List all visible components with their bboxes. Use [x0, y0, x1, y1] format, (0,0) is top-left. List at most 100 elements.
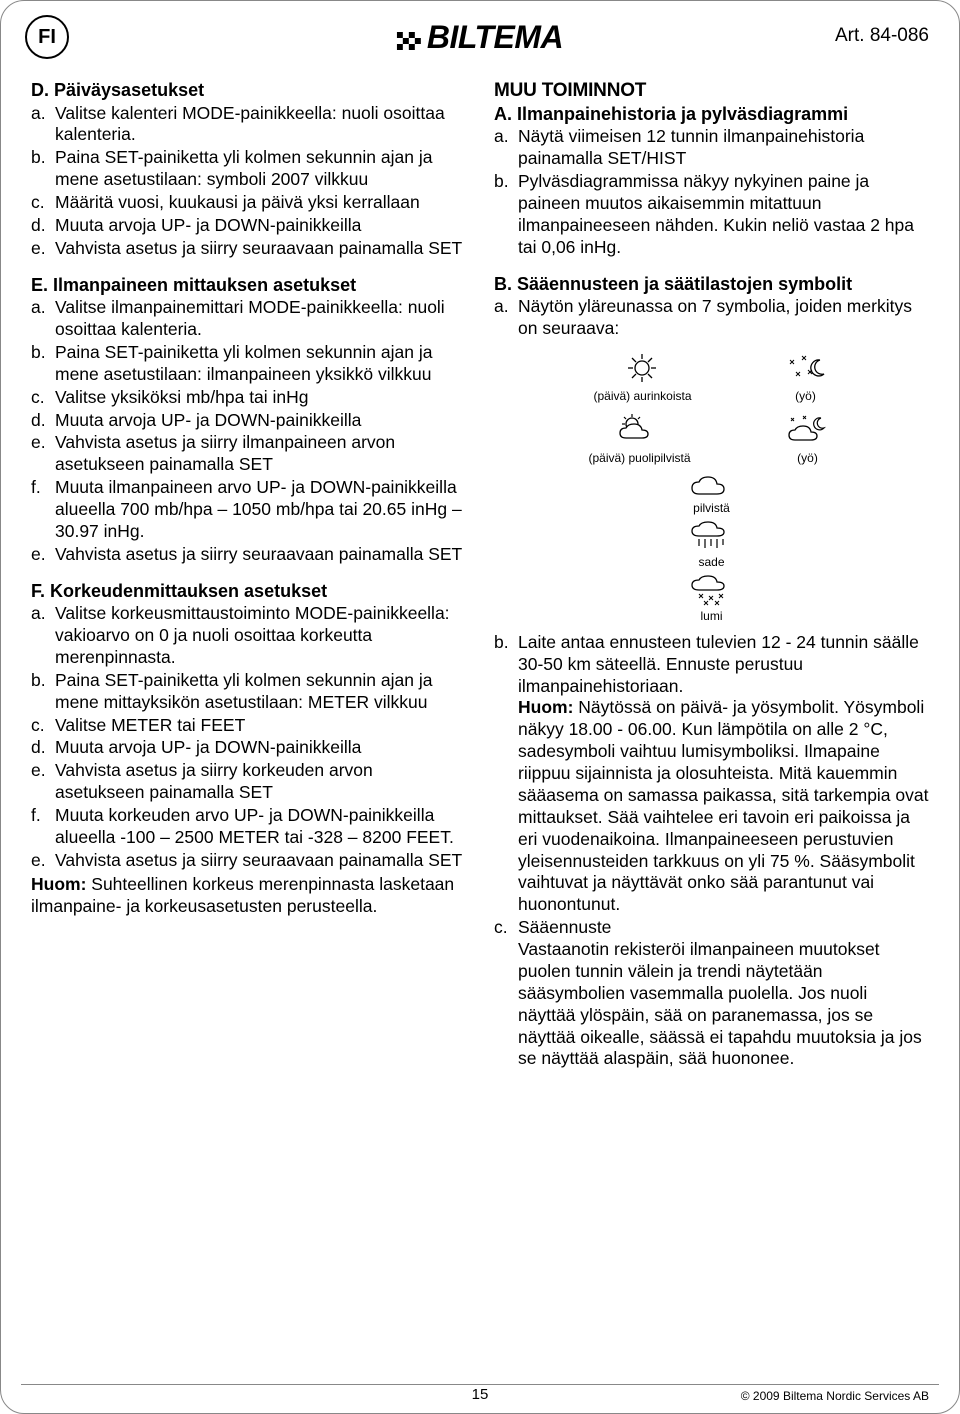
- list-item: d. Muuta arvoja UP- ja DOWN-painikkeilla: [31, 410, 466, 432]
- brand-text: BILTEMA: [427, 19, 563, 55]
- symbol-partly-cloudy: (päivä) puolipilvistä: [588, 412, 690, 466]
- section-a-title: A. Ilmanpainehistoria ja pylväsdiagrammi: [494, 103, 929, 126]
- list-marker: e.: [31, 432, 46, 454]
- list-item: e. Vahvista asetus ja siirry ilmanpaineen…: [31, 432, 466, 476]
- section-b-list-cont: b. Laite antaa ennusteen tulevien 12 - 2…: [494, 632, 929, 1071]
- symbol-label: (yö): [797, 451, 818, 465]
- section-f-list: a.Valitse korkeusmittaustoiminto MODE-pa…: [31, 603, 466, 872]
- list-text: Valitse METER tai FEET: [55, 715, 245, 735]
- symbol-cloudy: pilvistä: [494, 474, 929, 516]
- list-item: a.Näytön yläreunassa on 7 symbolia, joid…: [494, 296, 929, 340]
- list-marker: c.: [494, 917, 508, 939]
- cloud-icon: [685, 474, 739, 500]
- list-marker: b.: [31, 147, 46, 169]
- symbol-night: (yö): [782, 350, 830, 404]
- right-heading: MUU TOIMINNOT: [494, 79, 929, 103]
- list-text: Valitse kalenteri MODE-painikkeella: nuo…: [55, 103, 445, 145]
- symbol-label: (yö): [795, 389, 816, 403]
- list-text: Laite antaa ennusteen tulevien 12 - 24 t…: [518, 632, 919, 696]
- list-text: Muuta arvoja UP- ja DOWN-painikkeilla: [55, 737, 361, 757]
- list-marker: b.: [31, 670, 46, 692]
- list-marker: a.: [31, 103, 46, 125]
- note-label: Huom:: [31, 874, 86, 894]
- list-marker: e.: [31, 850, 46, 872]
- list-text: Muuta korkeuden arvo UP- ja DOWN-painikk…: [55, 805, 454, 847]
- list-item: e. Vahvista asetus ja siirry seuraavaan p…: [31, 850, 466, 872]
- list-marker: c.: [31, 715, 45, 737]
- brand-checker-icon: [397, 21, 423, 58]
- symbol-label: lumi: [700, 609, 722, 623]
- list-marker: c.: [31, 387, 45, 409]
- list-text: Paina SET-painiketta yli kolmen sekunnin…: [55, 670, 432, 712]
- section-f-title: F. Korkeudenmittauksen asetukset: [31, 580, 466, 603]
- list-text: Paina SET-painiketta yli kolmen sekunnin…: [55, 342, 432, 384]
- list-text: Näytön yläreunassa on 7 symbolia, joiden…: [518, 296, 912, 338]
- brand-logo: BILTEMA: [397, 19, 563, 58]
- list-item: b. Paina SET-painiketta yli kolmen sekunn…: [31, 670, 466, 714]
- snow-icon: [685, 574, 739, 608]
- symbol-row: (päivä) puolipilvistä (yö): [494, 412, 929, 466]
- list-text: Paina SET-painiketta yli kolmen sekunnin…: [55, 147, 432, 189]
- list-item: b. Laite antaa ennusteen tulevien 12 - 2…: [494, 632, 929, 916]
- symbol-label: pilvistä: [693, 501, 730, 515]
- list-item: b. Paina SET-painiketta yli kolmen sekunn…: [31, 342, 466, 386]
- language-code: FI: [38, 26, 56, 49]
- list-item: c. Valitse METER tai FEET: [31, 715, 466, 737]
- section-f-note: Huom: Suhteellinen korkeus merenpinnasta…: [31, 874, 466, 918]
- section-b-list: a.Näytön yläreunassa on 7 symbolia, joid…: [494, 296, 929, 340]
- section-a-list: a. Näytä viimeisen 12 tunnin ilmanpainehi…: [494, 126, 929, 258]
- moon-cloud-icon: [781, 412, 835, 448]
- list-marker: a.: [31, 297, 46, 319]
- article-number: Art. 84-086: [835, 25, 929, 47]
- list-item: d.Muuta arvoja UP- ja DOWN-painikkeilla: [31, 215, 466, 237]
- symbol-label: (päivä) puolipilvistä: [588, 451, 690, 465]
- list-item: c. Sääennuste Vastaanotin rekisteröi ilm…: [494, 917, 929, 1070]
- list-item: c. Määritä vuosi, kuukausi ja päivä yksi …: [31, 192, 466, 214]
- list-marker: d.: [31, 410, 46, 432]
- list-marker: c.: [31, 192, 45, 214]
- list-marker: d.: [31, 215, 46, 237]
- list-marker: f.: [31, 477, 41, 499]
- list-item: f.Muuta ilmanpaineen arvo UP- ja DOWN-pa…: [31, 477, 466, 543]
- list-text: Näytä viimeisen 12 tunnin ilmanpainehist…: [518, 126, 864, 168]
- note-label: Huom:: [518, 697, 573, 717]
- section-e-title: E. Ilmanpaineen mittauksen asetukset: [31, 274, 466, 297]
- list-marker: d.: [31, 737, 46, 759]
- moon-stars-icon: [782, 350, 830, 386]
- list-text: Vahvista asetus ja siirry seuraavaan pai…: [55, 850, 462, 870]
- list-text: Vahvista asetus ja siirry korkeuden arvo…: [55, 760, 373, 802]
- list-text: Vahvista asetus ja siirry seuraavaan pai…: [55, 544, 462, 564]
- section-e-list: a.Valitse ilmanpainemittari MODE-painikk…: [31, 297, 466, 566]
- note-text: Näytössä on päivä- ja yösymbolit. Yösymb…: [518, 697, 928, 914]
- list-text: Vahvista asetus ja siirry ilmanpaineen a…: [55, 432, 395, 474]
- list-text-cont: Vastaanotin rekisteröi ilmanpaineen muut…: [518, 939, 922, 1068]
- list-item: b. Paina SET-painiketta yli kolmen sekunn…: [31, 147, 466, 191]
- section-b-title: B. Sääennusteen ja säätilastojen symboli…: [494, 273, 929, 296]
- rain-icon: [685, 520, 739, 554]
- manual-page: FI BILTEMA Art. 84-086 D. Päiväysasetuks…: [0, 0, 960, 1414]
- symbol-label: sade: [698, 555, 724, 569]
- list-item: c.Valitse yksiköksi mb/hpa tai inHg: [31, 387, 466, 409]
- copyright: © 2009 Biltema Nordic Services AB: [741, 1389, 929, 1403]
- list-item: f.Muuta korkeuden arvo UP- ja DOWN-paini…: [31, 805, 466, 849]
- symbol-sunny: (päivä) aurinkoista: [593, 350, 691, 404]
- symbol-row: (päivä) aurinkoista (yö): [494, 350, 929, 404]
- symbol-night-cloudy: (yö): [781, 412, 835, 466]
- list-item: e.Vahvista asetus ja siirry seuraavaan p…: [31, 238, 466, 260]
- list-item: d. Muuta arvoja UP- ja DOWN-painikkeilla: [31, 737, 466, 759]
- content-columns: D. Päiväysasetukset a.Valitse kalenteri …: [31, 79, 929, 1071]
- list-marker: b.: [31, 342, 46, 364]
- left-column: D. Päiväysasetukset a.Valitse kalenteri …: [31, 79, 466, 1071]
- list-marker: e.: [31, 760, 46, 782]
- list-item: e.Vahvista asetus ja siirry seuraavaan p…: [31, 544, 466, 566]
- list-text: Määritä vuosi, kuukausi ja päivä yksi ke…: [55, 192, 420, 212]
- weather-symbols: (päivä) aurinkoista (yö) (päivä) puolipi…: [494, 350, 929, 624]
- symbol-snow: lumi: [494, 574, 929, 624]
- list-text: Vahvista asetus ja siirry seuraavaan pai…: [55, 238, 462, 258]
- list-item: a.Valitse ilmanpainemittari MODE-painikk…: [31, 297, 466, 341]
- sun-cloud-icon: [612, 412, 666, 448]
- list-item: a. Näytä viimeisen 12 tunnin ilmanpainehi…: [494, 126, 929, 170]
- list-text: Sääennuste: [518, 917, 611, 937]
- list-marker: a.: [494, 126, 509, 148]
- list-text: Muuta arvoja UP- ja DOWN-painikkeilla: [55, 410, 361, 430]
